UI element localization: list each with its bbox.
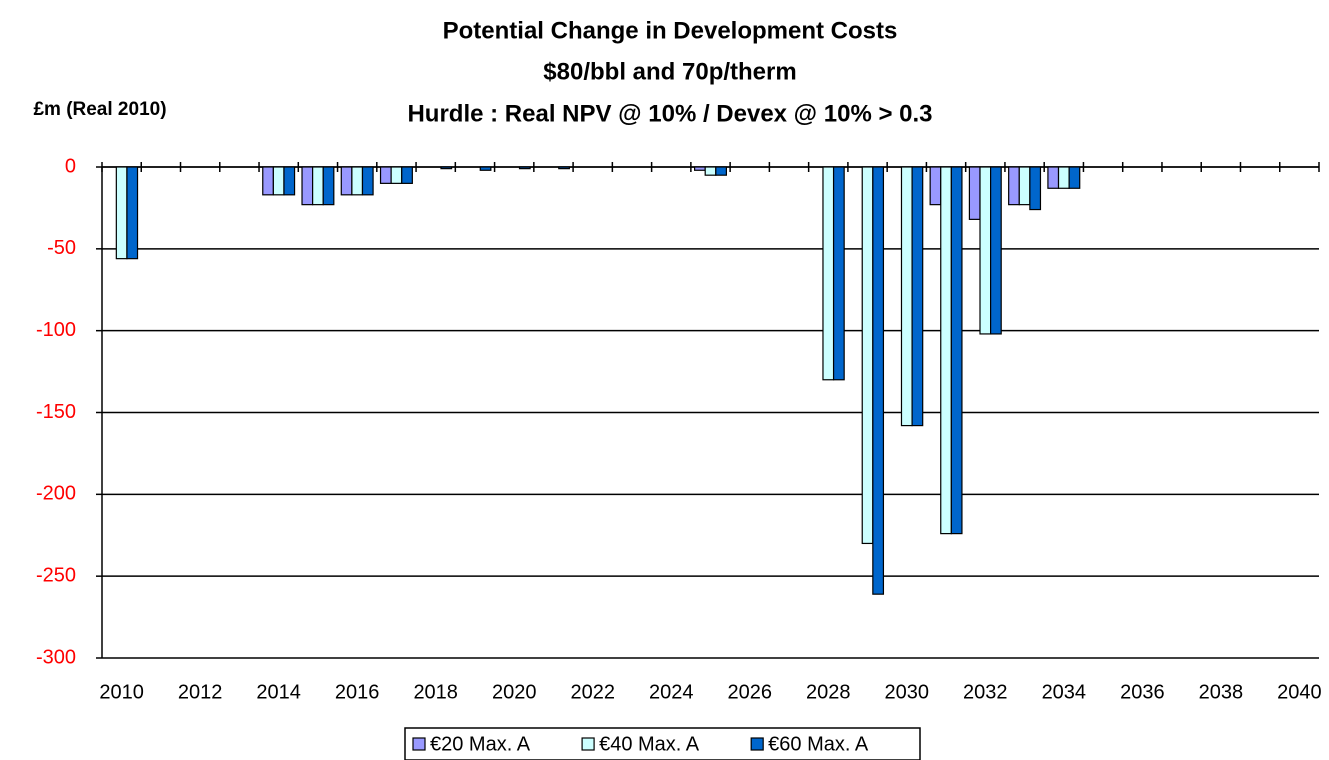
bar bbox=[940, 166, 952, 535]
bar bbox=[861, 166, 874, 545]
chart-title: Potential Change in Development Costs bbox=[443, 17, 898, 44]
bar bbox=[1047, 166, 1060, 189]
x-tick-label: 2034 bbox=[1042, 681, 1087, 703]
x-tick-label: 2026 bbox=[728, 681, 773, 703]
bar bbox=[694, 166, 706, 171]
bar bbox=[379, 166, 392, 184]
bar bbox=[401, 166, 413, 184]
bar bbox=[950, 166, 963, 535]
bar bbox=[1018, 166, 1031, 206]
bar bbox=[126, 166, 139, 260]
bar bbox=[1057, 166, 1070, 189]
bar bbox=[301, 166, 314, 206]
bar bbox=[1029, 166, 1042, 211]
y-axis-label: £m (Real 2010) bbox=[33, 99, 166, 120]
x-tick-label: 2016 bbox=[335, 681, 380, 703]
bar bbox=[283, 166, 296, 196]
legend-swatch bbox=[412, 737, 426, 751]
bar bbox=[479, 166, 492, 171]
y-tick-label: -150 bbox=[36, 401, 76, 423]
legend-label: €20 Max. A bbox=[430, 733, 531, 755]
bar bbox=[979, 166, 992, 335]
bar bbox=[440, 166, 453, 170]
x-tick-label: 2040 bbox=[1277, 681, 1322, 703]
legend-swatch bbox=[581, 737, 595, 751]
bar bbox=[115, 166, 128, 260]
y-tick-label: 0 bbox=[65, 155, 76, 177]
bar bbox=[351, 166, 364, 196]
bar bbox=[822, 166, 835, 381]
bar bbox=[990, 166, 1002, 335]
bar bbox=[322, 166, 335, 206]
legend-box bbox=[404, 727, 921, 760]
x-tick-label: 2030 bbox=[885, 681, 930, 703]
x-tick-label: 2028 bbox=[806, 681, 851, 703]
y-tick-label: -200 bbox=[36, 483, 76, 505]
x-tick-label: 2018 bbox=[413, 681, 458, 703]
x-tick-label: 2010 bbox=[99, 681, 144, 703]
x-tick-label: 2014 bbox=[256, 681, 301, 703]
bar bbox=[832, 166, 845, 381]
y-tick-label: -50 bbox=[47, 237, 76, 259]
x-tick-label: 2022 bbox=[570, 681, 615, 703]
bar bbox=[968, 166, 981, 220]
legend-label: €60 Max. A bbox=[768, 733, 869, 755]
bar bbox=[518, 166, 531, 170]
y-tick-label: -250 bbox=[36, 564, 76, 586]
x-tick-label: 2032 bbox=[963, 681, 1008, 703]
bar bbox=[272, 166, 285, 196]
bar bbox=[872, 166, 885, 595]
bar bbox=[900, 166, 913, 427]
bar bbox=[929, 166, 942, 206]
bar bbox=[911, 166, 924, 427]
bar bbox=[558, 166, 570, 170]
x-tick-label: 2020 bbox=[492, 681, 537, 703]
x-tick-label: 2036 bbox=[1120, 681, 1165, 703]
bar bbox=[340, 166, 353, 196]
chart-title: $80/bbl and 70p/therm bbox=[543, 58, 796, 85]
legend-swatch bbox=[750, 737, 764, 751]
bar bbox=[1008, 166, 1020, 206]
x-tick-label: 2024 bbox=[649, 681, 694, 703]
x-tick-label: 2038 bbox=[1199, 681, 1244, 703]
bar bbox=[312, 166, 324, 206]
bar bbox=[390, 166, 403, 184]
chart-title: Hurdle : Real NPV @ 10% / Devex @ 10% > … bbox=[407, 100, 932, 127]
x-tick-label: 2012 bbox=[178, 681, 223, 703]
y-tick-label: -100 bbox=[36, 319, 76, 341]
legend-label: €40 Max. A bbox=[599, 733, 700, 755]
bar bbox=[361, 166, 374, 196]
bar bbox=[262, 166, 274, 196]
y-tick-label: -300 bbox=[36, 646, 76, 668]
bar bbox=[704, 166, 717, 176]
bar bbox=[1068, 166, 1081, 189]
bar bbox=[715, 166, 727, 176]
